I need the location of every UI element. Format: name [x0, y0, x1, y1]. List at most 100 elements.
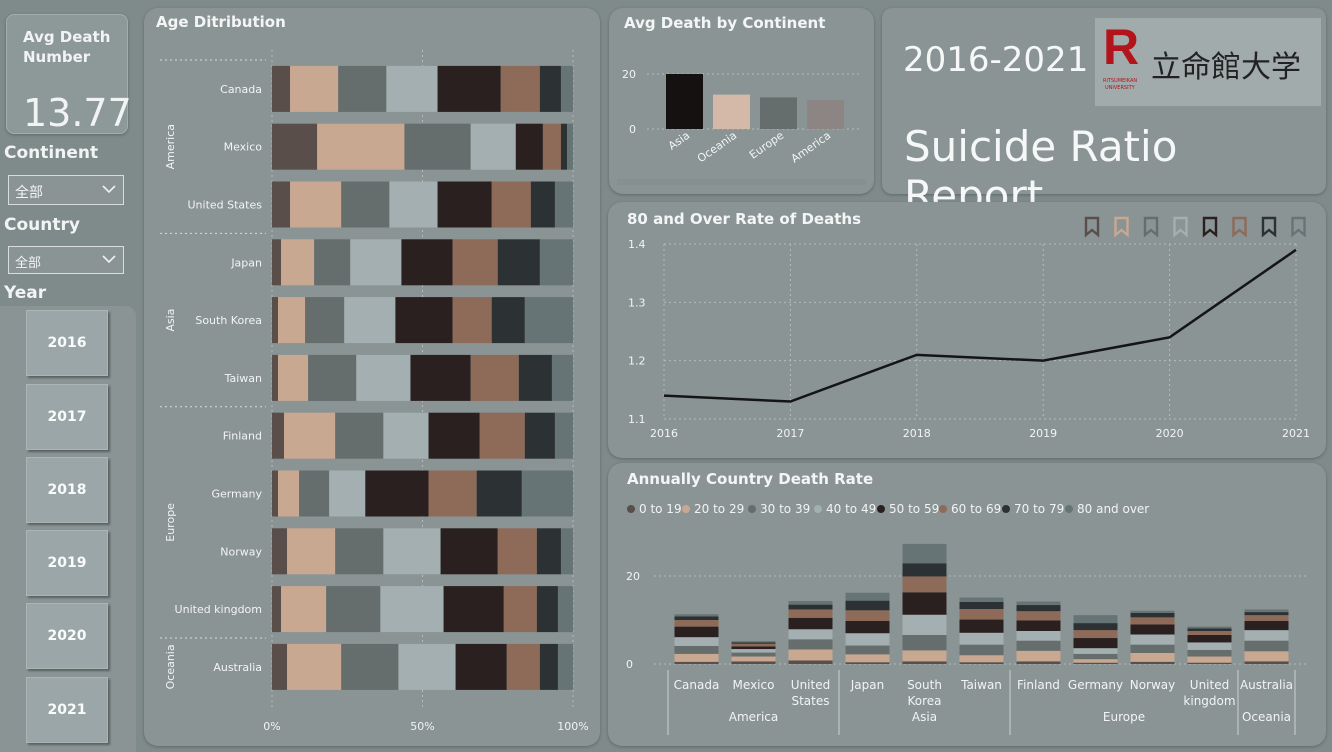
bar-segment [395, 297, 453, 344]
bar-segment [506, 643, 540, 690]
x-tick-label: South [907, 678, 942, 692]
continent-dropdown[interactable]: 全部 [8, 175, 124, 205]
legend-item[interactable]: 60 to 69 [939, 502, 1001, 516]
bar-segment [521, 470, 573, 517]
age-distribution-panel: Age Ditribution 0% 50% 100% Canada Mexico Uni… [144, 8, 600, 746]
country-dropdown-value: 全部 [15, 256, 42, 271]
column-segment [1187, 626, 1232, 629]
column-segment [959, 619, 1004, 633]
y-tick-label: 0 [626, 658, 633, 671]
column-segment [1016, 605, 1061, 612]
legend-item[interactable]: 80 and over [1065, 502, 1149, 516]
legend-dot [877, 505, 885, 513]
bar-segment [380, 586, 444, 633]
legend-item[interactable]: 0 to 19 [627, 502, 682, 516]
bar-segment [272, 643, 288, 690]
year-slicer-label: Year [4, 283, 47, 303]
bar-segment [557, 586, 573, 633]
bar-segment [272, 181, 291, 228]
column-segment [731, 642, 776, 644]
bar-segment [497, 528, 537, 575]
bar-segment [272, 123, 318, 170]
legend-label: 60 to 69 [951, 502, 1002, 516]
column-segment [674, 626, 719, 638]
x-tick-label: Mexico [733, 678, 775, 692]
chevron-down-icon [101, 253, 117, 269]
panel-shadow [617, 179, 866, 185]
legend-item[interactable]: 20 to 29 [682, 502, 744, 516]
bar-segment [314, 239, 351, 286]
bar-segment [551, 354, 573, 401]
x-tick-label: Japan [850, 678, 884, 692]
bar-segment [404, 123, 471, 170]
column-segment [788, 639, 833, 650]
bar-segment [356, 354, 411, 401]
bookmark-icon [1173, 216, 1188, 238]
column-segment [1073, 615, 1118, 624]
column-segment [959, 609, 1004, 620]
bar-segment [557, 643, 573, 690]
logo-kanji: 立命館大学 [1151, 50, 1301, 85]
x-tick-label: United [1190, 678, 1229, 692]
bar-segment [440, 528, 498, 575]
column-segment [902, 543, 947, 564]
year-button-2019[interactable]: 2019 [26, 530, 108, 596]
column-segment [1244, 651, 1289, 662]
bar-segment [386, 65, 438, 112]
category-label: Norway [220, 545, 262, 558]
continent-label: Asia [666, 129, 692, 153]
column-segment [674, 637, 719, 646]
column-segment [959, 655, 1004, 663]
group-label: America [164, 124, 177, 169]
column-segment [1016, 650, 1061, 662]
x-tick-label: kingdom [1183, 694, 1235, 708]
legend-item[interactable]: 40 to 49 [814, 502, 876, 516]
column-segment [1016, 601, 1061, 606]
category-label: Japan [230, 256, 262, 269]
series-line [663, 248, 1297, 403]
continent-label: Europe [747, 129, 786, 162]
bookmark-icon [1232, 216, 1247, 238]
column-segment [731, 643, 776, 647]
year-button-2016[interactable]: 2016 [26, 310, 108, 376]
category-label: Canada [220, 83, 262, 96]
year-button-2021[interactable]: 2021 [26, 677, 108, 743]
column-segment [1073, 630, 1118, 639]
bar-segment [341, 181, 390, 228]
y-tick-label: 1.2 [628, 355, 646, 368]
kpi-card: Avg Death Number 13.77 [6, 14, 132, 135]
column-segment [731, 646, 776, 650]
year-button-2017[interactable]: 2017 [26, 384, 108, 450]
column-segment [1130, 617, 1175, 625]
country-dropdown[interactable]: 全部 [8, 246, 124, 274]
legend-label: 50 to 59 [889, 502, 940, 516]
legend-dot [1002, 505, 1010, 513]
legend-item[interactable]: 70 to 79 [1002, 502, 1064, 516]
x-tick-label: 100% [557, 720, 588, 733]
bar-segment [500, 65, 540, 112]
column-segment [845, 662, 890, 664]
legend-item[interactable]: 30 to 39 [748, 502, 810, 516]
bar-segment [329, 470, 366, 517]
legend-dot [627, 505, 635, 513]
column-segment [674, 653, 719, 662]
bar-segment [272, 297, 279, 344]
column-segment [845, 600, 890, 611]
column-segment [1244, 615, 1289, 621]
bar-segment [272, 65, 291, 112]
column-segment [1016, 611, 1061, 621]
column-segment [1130, 644, 1175, 653]
bar-segment [539, 65, 561, 112]
column-segment [674, 614, 719, 617]
bar-segment [326, 586, 381, 633]
y-tick-label: 1.3 [628, 296, 646, 309]
bar-segment [272, 470, 279, 517]
continent-bar [807, 100, 844, 129]
logo-sub-line1: RITSUMEIKAN [1103, 78, 1138, 84]
column-segment [845, 610, 890, 621]
legend-item[interactable]: 50 to 59 [877, 502, 939, 516]
legend-label: 30 to 39 [760, 502, 811, 516]
year-button-2018[interactable]: 2018 [26, 457, 108, 523]
year-button-2020[interactable]: 2020 [26, 603, 108, 669]
column-segment [1187, 656, 1232, 663]
